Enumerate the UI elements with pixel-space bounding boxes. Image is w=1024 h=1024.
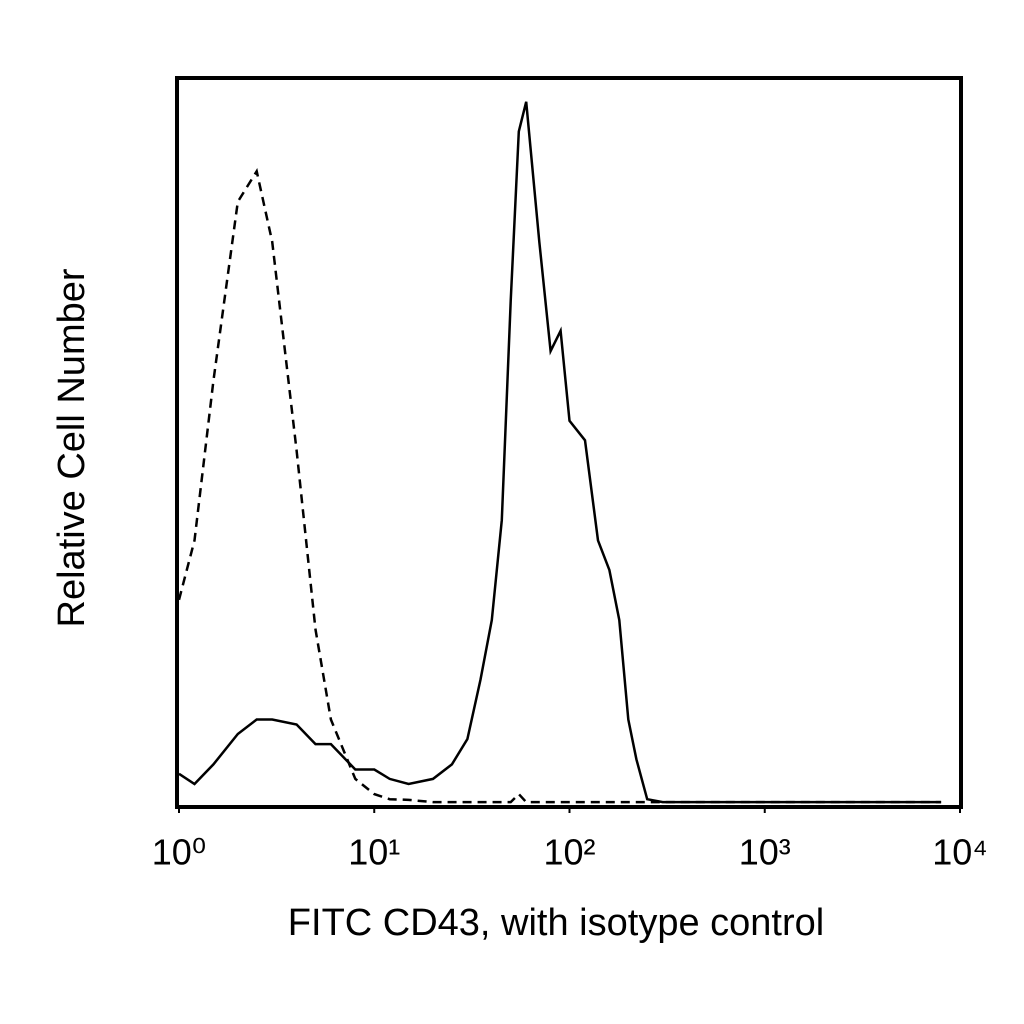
x-tick-label: 10²: [543, 832, 595, 873]
histogram-line: [177, 168, 942, 804]
x-tick-label: 10³: [739, 832, 791, 873]
x-tick-label: 10⁴: [932, 832, 988, 873]
y-axis-title: Relative Cell Number: [51, 268, 93, 627]
histogram-line: [178, 101, 942, 804]
x-tick-label: 10⁰: [152, 832, 206, 873]
x-tick-label: 10¹: [348, 832, 400, 873]
x-axis-title: FITC CD43, with isotype control: [288, 902, 824, 944]
